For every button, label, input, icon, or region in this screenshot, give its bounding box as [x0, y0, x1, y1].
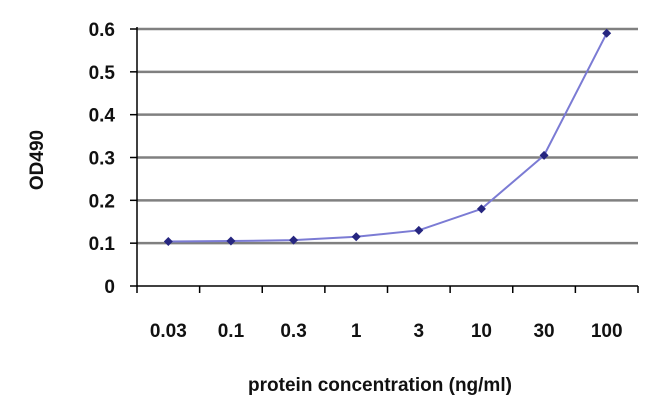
series [163, 28, 612, 246]
axes [130, 27, 639, 293]
data-point-0-5 [476, 204, 486, 214]
x-tick-label-1: 0.1 [218, 321, 245, 342]
series-line-0 [168, 32, 608, 243]
y-tick-label-6: 0.6 [89, 20, 115, 41]
x-tick-label-2: 0.3 [280, 321, 306, 342]
y-tick-label-1: 0.1 [89, 234, 116, 255]
data-point-0-6 [539, 150, 549, 160]
data-point-0-1 [226, 236, 236, 246]
data-point-0-2 [289, 235, 299, 245]
y-tick-label-4: 0.4 [89, 106, 116, 127]
x-tick-label-7: 100 [591, 321, 623, 342]
y-tick-labels: 0 0.1 0.2 0.3 0.4 0.5 0.6 [89, 20, 116, 298]
x-tick-label-3: 1 [351, 321, 362, 342]
grid-lines [137, 27, 638, 245]
data-point-0-0 [163, 236, 173, 246]
data-point-0-3 [351, 232, 361, 242]
y-axis-title: OD490 [27, 130, 48, 190]
x-tick-label-0: 0.03 [150, 321, 187, 342]
x-tick-label-5: 10 [471, 321, 492, 342]
y-tick-label-3: 0.3 [89, 149, 115, 170]
x-tick-labels: 0.03 0.1 0.3 1 3 10 30 100 [150, 321, 623, 342]
x-tick-label-4: 3 [414, 321, 425, 342]
x-tick-label-6: 30 [533, 321, 554, 342]
y-tick-label-5: 0.5 [89, 63, 116, 84]
data-point-0-7 [602, 28, 612, 38]
y-tick-label-2: 0.2 [89, 191, 115, 212]
y-tick-label-0: 0 [104, 277, 115, 298]
x-axis-title: protein concentration (ng/ml) [248, 375, 512, 396]
data-point-0-4 [414, 225, 424, 235]
